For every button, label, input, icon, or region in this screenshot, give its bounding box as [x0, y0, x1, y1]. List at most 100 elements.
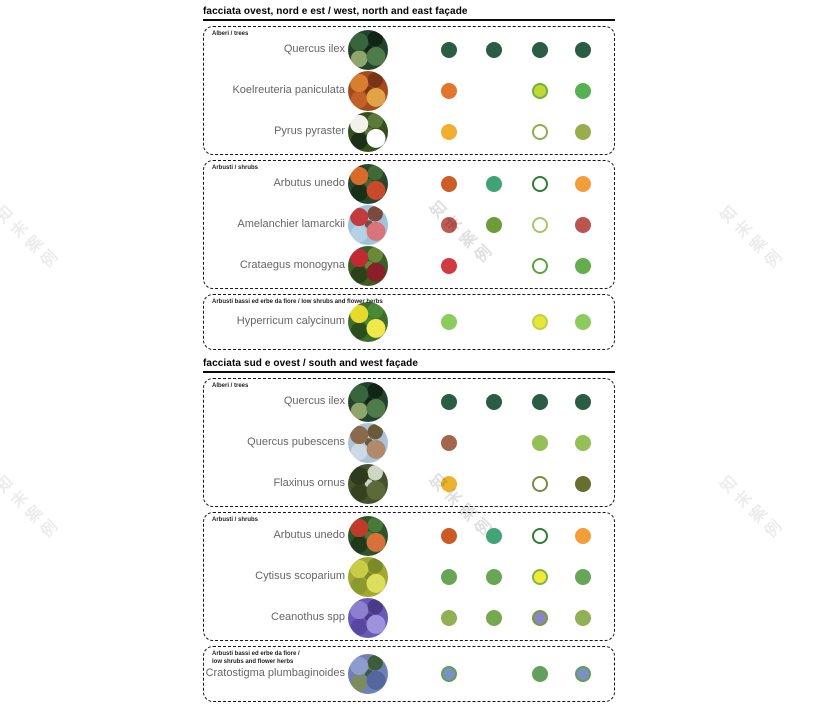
- species-name: Arbutus unedo: [273, 176, 345, 189]
- section-groups: Alberi / trees Quercus ilex Koelreuteria…: [203, 26, 615, 350]
- species-name: Crataegus monogyna: [239, 258, 345, 271]
- species-name: Cratostigma plumbaginoides: [205, 667, 345, 680]
- season-dot: [441, 82, 457, 99]
- species-row: Ceanothus spp: [204, 597, 614, 638]
- season-dot: [441, 527, 457, 544]
- season-dot: [532, 175, 548, 192]
- species-name: Ceanothus spp: [271, 610, 345, 623]
- ceanothus-spp-photo: [348, 597, 388, 638]
- season-dot: [532, 666, 548, 682]
- season-dot: [532, 82, 548, 99]
- group-label: Arbusti / shrubs: [212, 165, 259, 171]
- species-name: Hyperricum calycinum: [236, 315, 345, 328]
- group-label: Arbusti bassi ed erbe da fiore / low shr…: [212, 299, 383, 305]
- season-dot: [575, 175, 591, 192]
- season-dot: [575, 609, 591, 626]
- season-dot: [532, 216, 548, 233]
- season-dot: [575, 257, 591, 274]
- season-dot: [532, 527, 548, 544]
- quercus-pubescens-photo: [348, 422, 388, 463]
- species-name: Pyrus pyraster: [274, 124, 345, 137]
- season-dot: [486, 568, 502, 585]
- group-label: Arbusti bassi ed erbe da fiore / low shr…: [212, 651, 300, 666]
- watermark: 知末案例: [0, 203, 63, 276]
- species-row: Amelanchier lamarckii: [204, 204, 614, 245]
- species-row: Quercus ilex: [204, 381, 614, 422]
- season-dot: [532, 609, 548, 626]
- species-row: Crataegus monogyna: [204, 245, 614, 286]
- season-dot: [532, 314, 548, 330]
- season-dot: [532, 434, 548, 451]
- plant-group-box: Alberi / trees Quercus ilex Koelreuteria…: [203, 26, 615, 155]
- species-row: Koelreuteria paniculata: [204, 70, 614, 111]
- season-dot: [441, 216, 457, 233]
- watermark: 知末案例: [714, 203, 787, 276]
- season-dot: [441, 41, 457, 58]
- season-dot: [441, 257, 457, 274]
- season-dot: [575, 434, 591, 451]
- season-dot: [575, 475, 591, 492]
- group-rows: Hyperricum calycinum: [204, 297, 614, 347]
- season-dot: [575, 314, 591, 330]
- season-dot: [532, 475, 548, 492]
- season-dot: [575, 393, 591, 410]
- species-row: Arbutus unedo: [204, 515, 614, 556]
- pyrus-pyraster-photo: [348, 111, 388, 152]
- species-row: Quercus ilex: [204, 29, 614, 70]
- group-label: Alberi / trees: [212, 383, 249, 389]
- season-dot: [441, 314, 457, 330]
- cytisus-scoparium-photo: [348, 556, 388, 597]
- season-dot: [486, 527, 502, 544]
- watermark: 知末案例: [714, 473, 787, 546]
- season-dot: [441, 568, 457, 585]
- flaxinus-ornus-photo: [348, 463, 388, 504]
- season-dot: [486, 216, 502, 233]
- koelreuteria-paniculata-photo: [348, 70, 388, 111]
- season-dot: [532, 568, 548, 585]
- season-dot: [486, 609, 502, 626]
- plant-group-box: Arbusti bassi ed erbe da fiore / low shr…: [203, 646, 615, 702]
- season-dot: [441, 434, 457, 451]
- quercus-ilex-photo: [348, 29, 388, 70]
- season-dot: [441, 609, 457, 626]
- season-dot: [441, 475, 457, 492]
- season-dot: [486, 393, 502, 410]
- group-label: Alberi / trees: [212, 31, 249, 37]
- season-dot: [575, 82, 591, 99]
- plant-group-box: Arbusti bassi ed erbe da fiore / low shr…: [203, 294, 615, 350]
- season-dot: [575, 527, 591, 544]
- species-name: Quercus pubescens: [247, 435, 345, 448]
- season-dot: [441, 393, 457, 410]
- hyperricum-calycinum-photo: [348, 302, 388, 342]
- amelanchier-lamarckii-photo: [348, 204, 388, 245]
- season-dot: [575, 568, 591, 585]
- species-row: Arbutus unedo: [204, 163, 614, 204]
- species-row: Hyperricum calycinum: [204, 297, 614, 347]
- species-name: Cytisus scoparium: [255, 569, 345, 582]
- group-rows: Quercus ilex Koelreuteria paniculata Pyr…: [204, 29, 614, 152]
- species-name: Quercus ilex: [283, 394, 345, 407]
- season-dot: [441, 123, 457, 140]
- species-row: Cytisus scoparium: [204, 556, 614, 597]
- season-dot: [532, 123, 548, 140]
- group-rows: Quercus ilex Quercus pubescens Flaxinus …: [204, 381, 614, 504]
- arbutus-unedo-photo: [348, 515, 388, 556]
- season-dot: [441, 666, 457, 682]
- content-column: facciata ovest, nord e est / west, north…: [203, 6, 615, 707]
- group-rows: Arbutus unedo Amelanchier lamarckii Crat…: [204, 163, 614, 286]
- season-dot: [575, 216, 591, 233]
- species-row: Pyrus pyraster: [204, 111, 614, 152]
- season-dot: [532, 393, 548, 410]
- crataegus-monogyna-photo: [348, 245, 388, 286]
- plant-group-box: Arbusti / shrubs Arbutus unedo Cytisus s…: [203, 512, 615, 641]
- group-label: Arbusti / shrubs: [212, 517, 259, 523]
- facade-section: facciata ovest, nord e est / west, north…: [203, 6, 615, 350]
- season-dot: [532, 257, 548, 274]
- section-groups: Alberi / trees Quercus ilex Quercus pube…: [203, 378, 615, 702]
- section-header: facciata sud e ovest / south and west fa…: [203, 358, 615, 373]
- group-rows: Arbutus unedo Cytisus scoparium Ceanothu…: [204, 515, 614, 638]
- watermark: 知末案例: [0, 473, 63, 546]
- season-dot: [532, 41, 548, 58]
- species-name: Amelanchier lamarckii: [237, 217, 345, 230]
- species-row: Flaxinus ornus: [204, 463, 614, 504]
